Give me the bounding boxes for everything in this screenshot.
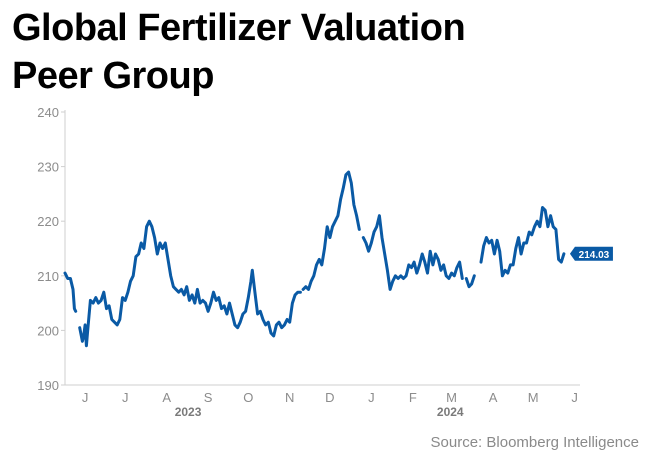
y-axis: 190 200 210 220 230 240 xyxy=(37,105,66,393)
series-line xyxy=(63,271,78,313)
x-tick-label: O xyxy=(243,390,253,405)
series-line xyxy=(361,214,464,291)
y-tick-label: 210 xyxy=(37,269,59,284)
x-tick-label: A xyxy=(162,390,171,405)
last-value-text: 214.03 xyxy=(579,250,610,261)
last-value-badge xyxy=(569,246,613,261)
y-tick-label: 230 xyxy=(37,160,59,175)
chart-title-line-1: Global Fertilizer Valuation xyxy=(12,7,466,49)
x-tick-label: M xyxy=(446,390,457,405)
x-tick-label: D xyxy=(325,390,334,405)
x-tick-label: J xyxy=(368,390,375,405)
series-line xyxy=(301,170,361,291)
year-label: 2024 xyxy=(437,405,464,419)
x-tick-label: J xyxy=(571,390,578,405)
last-value-label: 214.03 xyxy=(569,246,613,261)
x-axis: J J A S O N D J F M A M J 2023 2024 xyxy=(65,384,580,419)
series-line xyxy=(464,274,476,289)
x-tick-label: N xyxy=(285,390,294,405)
series-line xyxy=(479,206,566,278)
year-label: 2023 xyxy=(175,405,202,419)
plot-area xyxy=(63,170,566,348)
y-tick-label: 190 xyxy=(37,378,59,393)
x-tick-label: A xyxy=(489,390,498,405)
chart-title: Global Fertilizer Valuation Peer Group xyxy=(12,4,466,100)
x-tick-label: F xyxy=(409,390,417,405)
x-tick-label: M xyxy=(528,390,539,405)
x-tick-label: S xyxy=(204,390,213,405)
series-line xyxy=(78,219,302,348)
source-note: Source: Bloomberg Intelligence xyxy=(430,434,639,451)
y-tick-label: 200 xyxy=(37,323,59,338)
chart-title-line-2: Peer Group xyxy=(12,55,214,97)
y-tick-label: 240 xyxy=(37,105,59,120)
x-tick-label: J xyxy=(122,390,129,405)
y-tick-label: 220 xyxy=(37,214,59,229)
x-tick-label: J xyxy=(82,390,89,405)
